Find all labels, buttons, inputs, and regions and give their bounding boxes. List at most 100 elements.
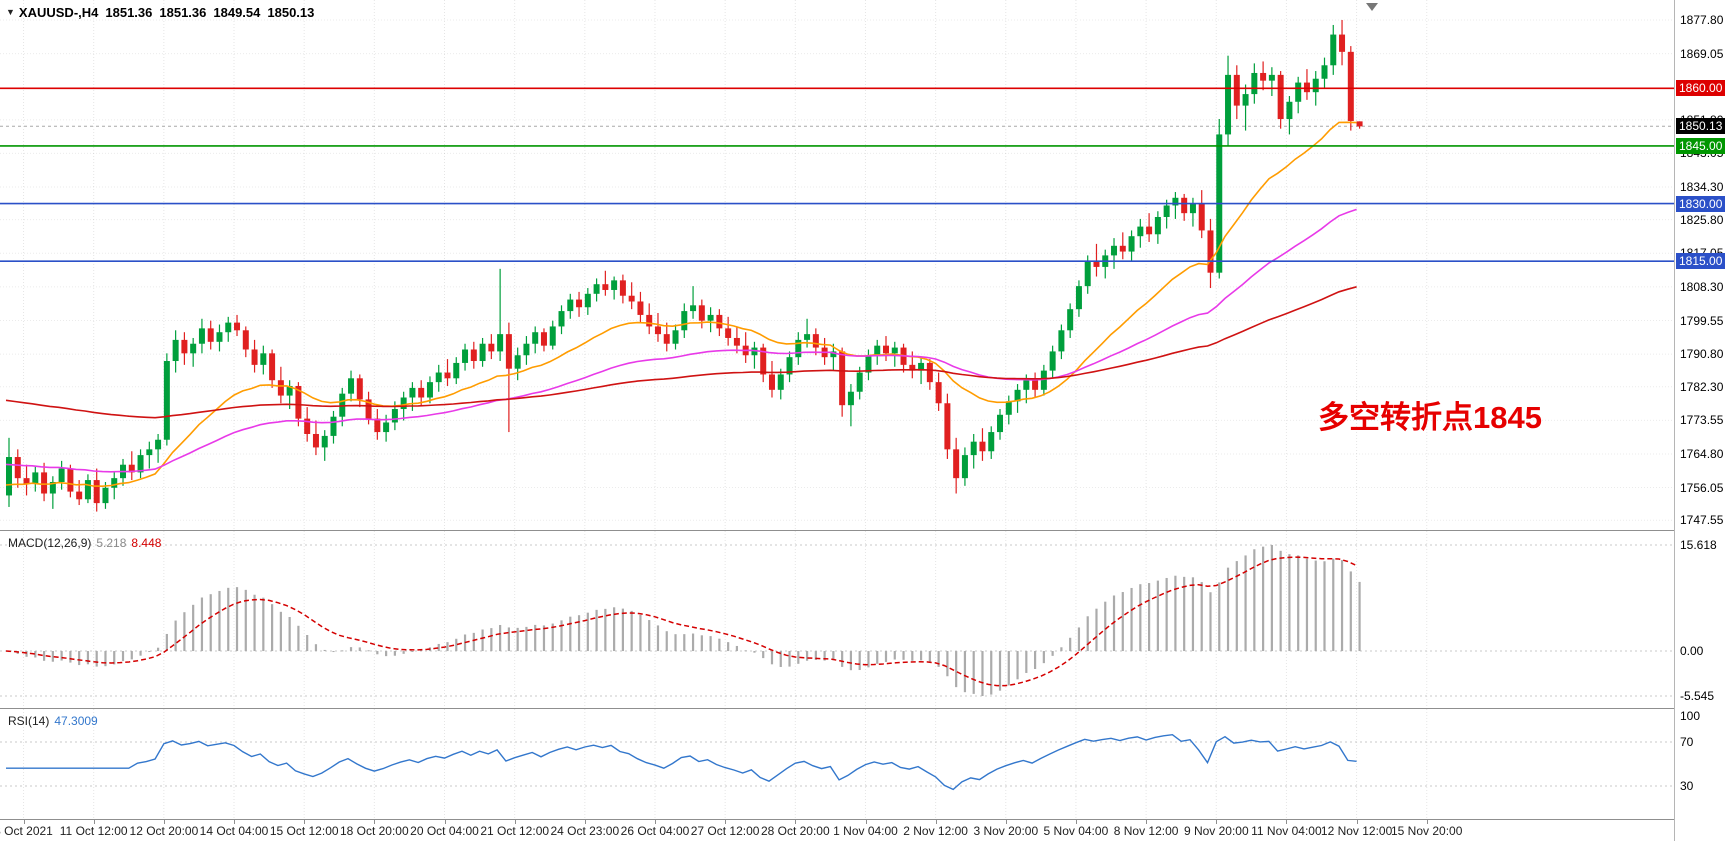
- candle-body: [777, 374, 784, 390]
- price-axis-label: 1773.55: [1680, 413, 1724, 428]
- candle-body: [1067, 309, 1074, 331]
- macd-bar: [1104, 601, 1107, 652]
- macd-bar: [1051, 651, 1054, 656]
- candle-body: [1119, 245, 1126, 252]
- macd-bar: [104, 651, 107, 667]
- time-axis-tick: [584, 820, 586, 824]
- macd-bar: [358, 647, 361, 652]
- hline-price-badge: 1830.00: [1676, 195, 1726, 212]
- candle-body: [619, 280, 626, 296]
- time-axis-label: 8 Oct 2021: [0, 824, 53, 838]
- ohlc-low: 1849.54: [213, 5, 261, 20]
- macd-bar: [858, 651, 861, 671]
- candle-body: [1242, 94, 1249, 106]
- macd-bar: [42, 651, 46, 661]
- candle-body: [479, 343, 486, 362]
- macd-bar: [279, 611, 282, 652]
- candle-body: [1268, 74, 1275, 81]
- ohlc-open: 1851.36: [105, 5, 153, 20]
- macd-bar: [1262, 546, 1265, 652]
- candle-body: [67, 468, 74, 492]
- candle-body: [93, 480, 100, 504]
- macd-bar: [174, 620, 177, 652]
- macd-bar: [78, 651, 81, 666]
- candle-body: [1347, 51, 1354, 121]
- macd-signal-value: 8.448: [131, 536, 162, 550]
- macd-bar: [1200, 582, 1203, 652]
- rsi-name: RSI(14): [8, 714, 50, 728]
- candle-body: [295, 385, 302, 419]
- candle-body: [312, 433, 319, 448]
- macd-bar: [1139, 584, 1142, 652]
- candle-body: [1084, 261, 1091, 287]
- macd-bar: [674, 634, 677, 652]
- candle-body: [979, 441, 986, 452]
- candle-body: [1330, 34, 1337, 66]
- panel-separator[interactable]: [0, 530, 1729, 531]
- time-axis-tick: [655, 820, 656, 824]
- candle-body: [1225, 74, 1232, 135]
- time-axis-label: 2 Nov 12:00: [903, 824, 968, 838]
- price-axis-label: 1756.05: [1680, 480, 1724, 495]
- macd-bar: [1270, 545, 1273, 652]
- candle-body: [593, 284, 600, 294]
- macd-bar: [849, 651, 853, 671]
- candle-body: [523, 343, 530, 356]
- candle-body: [1128, 236, 1135, 252]
- macd-bar: [577, 615, 581, 652]
- price-axis[interactable]: 1877.801869.051851.801843.051834.301825.…: [1674, 0, 1729, 841]
- macd-bar: [823, 651, 826, 661]
- macd-panel[interactable]: [0, 531, 1674, 708]
- candle-body: [163, 361, 170, 440]
- candle-body: [514, 355, 521, 369]
- candle-body: [812, 334, 819, 348]
- time-axis-label: 15 Oct 12:00: [269, 824, 339, 838]
- candle-body: [374, 418, 381, 433]
- macd-name: MACD(12,26,9): [8, 536, 92, 550]
- time-axis-label: 11 Oct 12:00: [59, 824, 128, 838]
- ma-fast-line: [5, 121, 1357, 488]
- macd-bar: [683, 634, 686, 652]
- candle-body: [1251, 72, 1258, 95]
- candle-body: [172, 339, 179, 362]
- macd-bar: [560, 620, 563, 652]
- quick-trade-dropdown-icon[interactable]: ▼: [6, 7, 15, 17]
- macd-bar: [893, 651, 896, 660]
- macd-bar: [121, 651, 125, 662]
- candle-body: [453, 362, 460, 379]
- rsi-panel[interactable]: [0, 709, 1674, 819]
- time-axis-tick: [1356, 820, 1358, 824]
- time-axis-label: 3 Nov 20:00: [973, 824, 1039, 838]
- price-axis-label: 1877.80: [1680, 13, 1724, 27]
- time-axis-tick: [23, 820, 25, 824]
- macd-bar: [762, 651, 765, 659]
- price-axis-label: 1869.05: [1680, 46, 1724, 61]
- macd-bar: [490, 628, 493, 652]
- main-price-chart[interactable]: [0, 0, 1674, 530]
- candle-body: [1321, 65, 1328, 79]
- panel-separator[interactable]: [0, 708, 1729, 709]
- candle-body: [155, 439, 162, 450]
- candle-body: [137, 455, 144, 473]
- macd-bar: [95, 651, 98, 667]
- candle-body: [1295, 82, 1302, 102]
- candle-body: [488, 343, 495, 352]
- candle-body: [786, 357, 793, 375]
- time-axis[interactable]: 8 Oct 2021 11 Oct 12:00 12 Oct 20:00 14 Oct…: [0, 820, 1729, 841]
- chart-shift-marker-icon[interactable]: [1366, 3, 1378, 11]
- macd-bar: [376, 651, 379, 655]
- candle-body: [207, 328, 214, 342]
- macd-bar: [130, 651, 133, 660]
- candle-body: [654, 326, 661, 335]
- candle-body: [804, 334, 811, 340]
- candle-body: [602, 284, 609, 290]
- candle-body: [181, 339, 188, 354]
- macd-bar: [990, 651, 993, 695]
- macd-bar: [569, 616, 572, 652]
- current-price-badge: 1850.13: [1676, 118, 1726, 135]
- time-axis-label: 15 Nov 20:00: [1390, 824, 1463, 838]
- candle-body: [1303, 82, 1310, 93]
- candle-body: [698, 305, 705, 321]
- candle-body: [383, 422, 390, 433]
- macd-bar: [34, 651, 37, 658]
